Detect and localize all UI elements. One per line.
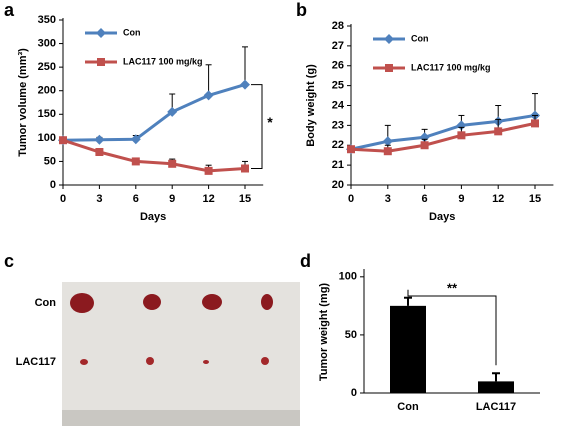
legend-label: Con	[411, 33, 429, 43]
photo	[62, 282, 300, 426]
y-tick-label: 100	[38, 132, 56, 144]
marker	[420, 141, 429, 150]
x-tick-label: 12	[202, 193, 214, 205]
bar	[390, 305, 426, 393]
marker	[419, 132, 430, 143]
marker	[204, 166, 213, 175]
y-axis-label: Tumor weight (mg)	[318, 283, 330, 382]
marker	[59, 136, 67, 145]
x-axis-label: Days	[429, 211, 455, 223]
legend-label: LAC117 100 mg/kg	[123, 56, 203, 66]
legend-marker	[97, 58, 105, 66]
y-tick-label: 25	[332, 80, 344, 92]
marker	[457, 131, 466, 140]
marker	[94, 134, 105, 145]
y-tick-label: 27	[332, 40, 344, 52]
x-tick-label: LAC117	[476, 401, 516, 413]
x-tick-label: 15	[239, 193, 251, 205]
x-tick-label: 12	[492, 193, 504, 205]
y-tick-label: 26	[332, 60, 344, 72]
x-axis-label: Days	[140, 211, 166, 223]
bracket	[407, 289, 497, 366]
marker	[382, 136, 393, 147]
y-axis-label: Body weight (g)	[305, 64, 317, 147]
y-tick-label: 250	[38, 61, 56, 73]
x-tick-label: 0	[60, 193, 66, 205]
x-tick-label: 6	[133, 193, 139, 205]
bar	[478, 381, 514, 393]
x-tick-label: 0	[348, 193, 354, 205]
legend-marker	[96, 28, 106, 38]
marker	[203, 90, 214, 101]
marker	[456, 120, 467, 131]
y-tick-label: 200	[38, 85, 56, 97]
y-tick-label: 150	[38, 108, 56, 120]
y-axis-label: Tumor volume (mm³)	[17, 48, 29, 157]
y-tick-label: 50	[345, 329, 357, 341]
y-tick-label: 23	[332, 119, 344, 131]
x-tick-label: 9	[458, 193, 464, 205]
marker	[240, 79, 250, 90]
series-line	[350, 113, 536, 151]
marker	[167, 106, 178, 117]
legend-label: LAC117 100 mg/kg	[411, 62, 491, 72]
y-tick-label: 0	[351, 387, 357, 399]
annotation: **	[447, 280, 458, 295]
marker	[130, 134, 141, 145]
y-tick-label: 20	[332, 179, 344, 191]
y-tick-label: 100	[339, 271, 357, 283]
row-label: LAC117	[16, 356, 56, 368]
y-tick-label: 21	[332, 159, 344, 171]
row-label: Con	[35, 297, 57, 309]
bracket	[251, 84, 263, 169]
series-line	[62, 83, 246, 142]
y-tick-label: 0	[50, 179, 56, 191]
panel-label: a	[4, 0, 15, 20]
x-tick-label: Con	[397, 401, 419, 413]
y-tick-label: 28	[332, 20, 344, 32]
marker	[95, 148, 104, 156]
y-tick-label: 300	[38, 37, 56, 49]
marker	[531, 119, 539, 128]
x-tick-label: 6	[422, 193, 428, 205]
x-tick-label: 3	[385, 193, 391, 205]
legend-marker	[385, 64, 393, 72]
legend-label: Con	[123, 27, 141, 37]
panel-label: b	[296, 0, 307, 20]
series-line	[62, 138, 246, 173]
marker	[131, 157, 140, 166]
marker	[383, 147, 392, 156]
y-tick-label: 350	[38, 14, 56, 26]
y-tick-label: 22	[332, 139, 344, 151]
marker	[241, 164, 249, 173]
x-tick-label: 15	[529, 193, 541, 205]
x-tick-label: 3	[96, 193, 102, 205]
marker	[347, 145, 355, 154]
annotation: *	[267, 114, 273, 130]
panel-label: c	[4, 251, 14, 271]
series-line	[350, 121, 536, 153]
y-tick-label: 50	[44, 155, 56, 167]
legend-marker	[384, 34, 394, 44]
panel-label: d	[300, 251, 311, 271]
marker	[494, 127, 503, 136]
marker	[168, 159, 177, 168]
x-tick-label: 9	[169, 193, 175, 205]
y-tick-label: 24	[332, 99, 345, 111]
